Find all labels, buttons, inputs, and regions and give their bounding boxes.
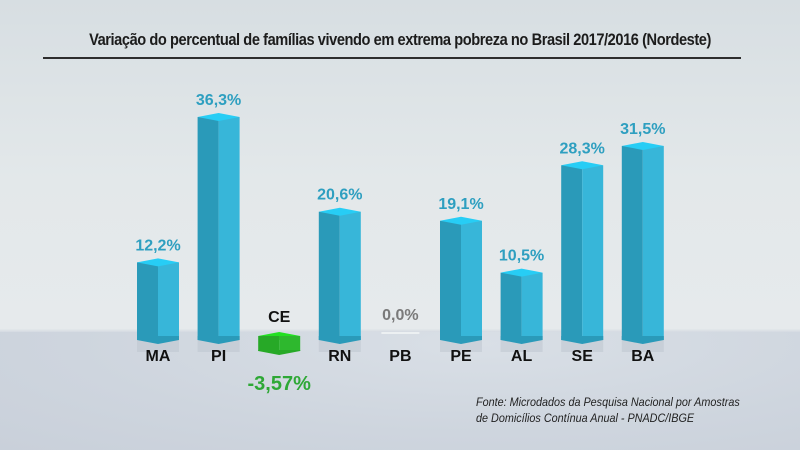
source-line-2: de Domicílios Contínua Anual - PNADC/IBG… [476,411,695,425]
value-label: 20,6% [317,187,362,204]
value-label: 0,0% [382,307,418,324]
bar-side-left [137,262,158,340]
bar-side-left [500,272,522,340]
value-label: 19,1% [438,196,483,213]
bar-top [561,161,604,170]
category-label: SE [572,348,594,365]
bar-top [137,258,179,267]
bar-top [621,141,664,150]
bar-bottom [621,336,664,344]
bar-bottom [561,336,604,344]
bar-side-right [461,220,482,340]
bar-bottom [258,350,301,355]
bar-side-left [561,165,583,340]
bar-top [440,216,482,225]
bar-bottom [440,336,482,344]
category-label: MA [146,348,171,365]
category-label: RN [328,348,351,365]
bar-side-left [440,220,461,340]
category-label: PE [450,348,472,365]
bar-side-right [279,336,301,351]
bar-bottom [318,336,361,344]
bar-side-right [339,211,361,340]
value-label: 36,3% [196,92,241,109]
chart-title: Variação do percentual de famílias viven… [89,30,711,49]
category-label: PI [211,348,226,365]
category-label: CE [268,309,291,326]
bar-bottom [197,336,240,344]
chart-floor [0,332,800,450]
bar-side-left [318,211,340,340]
bar-side-left [621,145,643,340]
title-underline [43,57,741,59]
bar-bottom [500,336,543,344]
bar-side-right [158,262,179,340]
bar-side-right [521,272,543,340]
source-line-1: Fonte: Microdados da Pesquisa Nacional p… [476,395,740,409]
bar-side-right [642,145,664,340]
value-label: 10,5% [499,248,544,265]
bar-top [500,268,543,277]
bar-side-left [197,117,219,340]
category-label: AL [511,348,533,365]
bar-top [197,113,240,121]
value-label: -3,57% [248,373,312,395]
value-label: 31,5% [620,121,665,138]
category-label: BA [631,348,655,365]
bar-top [318,207,361,216]
bar-side-left [258,336,280,351]
source-note: Fonte: Microdados da Pesquisa Nacional p… [476,394,740,426]
category-label: PB [389,348,411,365]
bar-bottom [137,336,179,344]
bar-side-right [582,165,604,340]
value-label: 12,2% [135,237,180,254]
bar-side-right [218,117,240,340]
value-label: 28,3% [560,140,605,157]
